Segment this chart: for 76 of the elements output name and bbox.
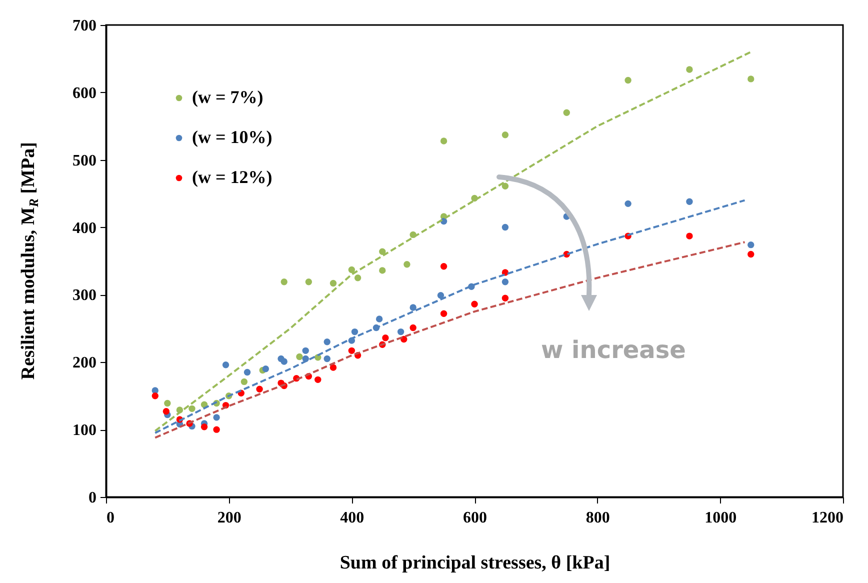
point [256,386,263,392]
point [376,316,383,322]
annotation: w increase [541,336,686,364]
point [437,292,444,299]
point [152,392,158,400]
point [502,278,509,286]
point [404,261,410,268]
point [382,334,389,342]
point [213,414,220,421]
point [280,278,288,286]
point [379,248,386,255]
line-series [154,241,746,439]
point [296,353,303,360]
point [351,328,358,336]
point [748,76,754,82]
x-tick-label: 1200 [812,510,844,526]
x-tick-label: 0 [106,510,114,526]
x-tick-label: 200 [217,510,242,526]
point [324,338,330,346]
point [354,274,362,282]
point [280,358,288,365]
point [624,76,632,84]
point [502,182,509,190]
x-tick-label: 600 [463,510,487,526]
legend-label: (w = 10%) [192,127,272,147]
point [262,366,270,372]
y-tick-label: 0 [88,490,96,506]
point [686,232,693,240]
line-series [154,199,746,434]
y-tick-label: 300 [72,287,96,304]
point [164,400,171,407]
x-axis-title: Sum of principal stresses, θ [kPa] [340,552,610,574]
y-tick-label: 100 [72,422,96,440]
point [324,355,330,362]
point [563,109,570,116]
point [222,361,230,368]
point [502,294,509,302]
point [330,364,337,371]
y-tick-label: 200 [72,354,96,372]
point [748,241,754,248]
point [748,250,754,258]
line-series [154,50,752,432]
legend-label: (w = 7%) [192,87,264,107]
point [188,405,196,412]
x-tick-label: 800 [586,510,610,526]
point [440,138,448,144]
point [410,324,416,332]
point [397,328,404,336]
x-tick-label: 400 [340,510,364,526]
x-tick-label: 1000 [704,510,737,526]
point [330,280,337,287]
point [348,266,356,274]
y-tick-label: 600 [72,84,96,102]
point [244,368,251,376]
point [440,310,448,317]
point [348,347,356,354]
point [305,278,312,286]
y-tick-label: 700 [72,18,96,34]
point [162,408,170,415]
point [502,224,509,231]
point [213,426,220,433]
point [410,304,416,311]
point [502,132,509,138]
point [624,200,632,208]
point [379,267,386,274]
point [471,300,478,308]
point [200,424,208,430]
y-tick-label: 500 [72,152,96,170]
point [314,376,322,384]
point [302,347,309,354]
y-tick-label: 400 [72,220,96,237]
point [240,378,248,386]
legend-label: (w = 12%) [192,167,272,187]
point [686,66,693,73]
point [686,198,693,206]
point [440,263,448,270]
